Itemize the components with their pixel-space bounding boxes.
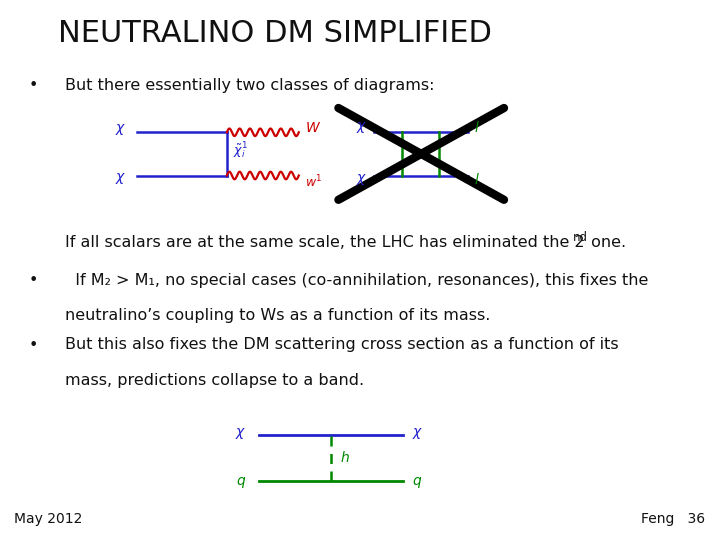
Text: $W$: $W$ xyxy=(305,121,320,135)
Text: $\chi$: $\chi$ xyxy=(235,426,246,441)
Text: But there essentially two classes of diagrams:: But there essentially two classes of dia… xyxy=(65,78,434,93)
Text: $\chi$: $\chi$ xyxy=(356,120,367,136)
Text: $\chi$: $\chi$ xyxy=(114,171,126,186)
Text: $\chi$: $\chi$ xyxy=(356,172,367,187)
Text: $q$: $q$ xyxy=(412,475,422,490)
Text: •: • xyxy=(29,273,38,288)
Text: Feng   36: Feng 36 xyxy=(642,512,706,526)
Text: mass, predictions collapse to a band.: mass, predictions collapse to a band. xyxy=(65,373,364,388)
Text: •: • xyxy=(29,338,38,353)
Text: $\chi$: $\chi$ xyxy=(114,122,126,137)
Text: $\chi$: $\chi$ xyxy=(412,426,423,441)
Text: $h$: $h$ xyxy=(340,450,350,465)
Text: If all scalars are at the same scale, the LHC has eliminated the 2: If all scalars are at the same scale, th… xyxy=(65,235,585,250)
Text: nd: nd xyxy=(572,231,588,244)
Text: $l$: $l$ xyxy=(474,120,480,136)
Text: $w^1$: $w^1$ xyxy=(305,174,322,190)
Text: $\tilde{\chi}_i^1$: $\tilde{\chi}_i^1$ xyxy=(233,141,248,161)
Text: one.: one. xyxy=(586,235,626,250)
Text: May 2012: May 2012 xyxy=(14,512,83,526)
Text: •: • xyxy=(29,78,38,93)
Text: neutralino’s coupling to Ws as a function of its mass.: neutralino’s coupling to Ws as a functio… xyxy=(65,308,490,323)
Text: $l$: $l$ xyxy=(474,172,480,187)
Text: NEUTRALINO DM SIMPLIFIED: NEUTRALINO DM SIMPLIFIED xyxy=(58,19,492,48)
Text: If M₂ > M₁, no special cases (co-annihilation, resonances), this fixes the: If M₂ > M₁, no special cases (co-annihil… xyxy=(65,273,648,288)
Text: $q$: $q$ xyxy=(236,475,246,490)
Text: But this also fixes the DM scattering cross section as a function of its: But this also fixes the DM scattering cr… xyxy=(65,338,618,353)
